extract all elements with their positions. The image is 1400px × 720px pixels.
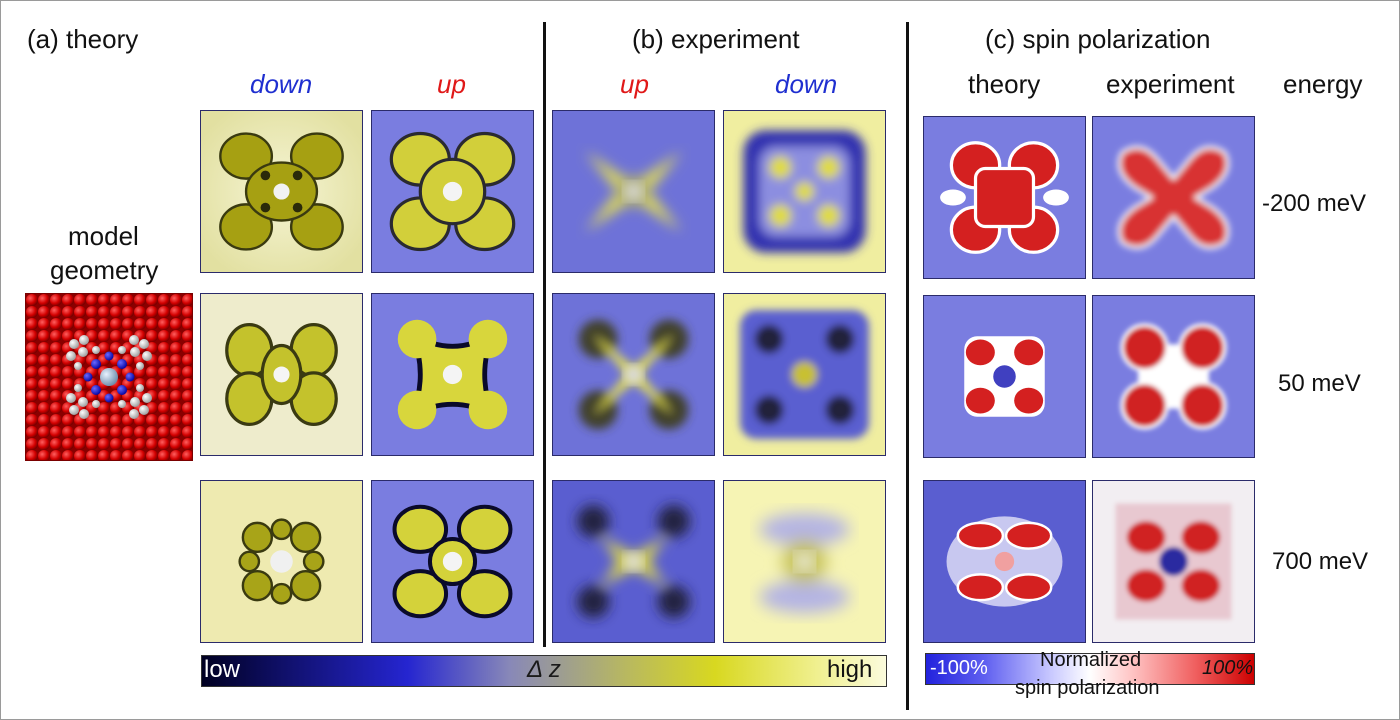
stm-map-b-down-200 [724, 111, 885, 272]
divider-ab [543, 22, 546, 647]
tile-c-experiment-200 [1092, 116, 1255, 279]
tile-a-down-700 [200, 480, 363, 643]
spin-label-a-down: down [250, 69, 313, 99]
tile-c-theory-200 [923, 116, 1086, 279]
column-label-experiment: experiment [1106, 69, 1235, 99]
tile-b-down-200 [723, 110, 886, 273]
energy-label-row1: -200 meV [1262, 190, 1367, 217]
tile-b-up-50 [552, 293, 715, 456]
stm-map-a-down-200 [201, 111, 362, 272]
tile-a-up-50 [371, 293, 534, 456]
spin-label-b-down: down [775, 69, 838, 99]
tile-c-theory-700 [923, 480, 1086, 643]
stm-map-a-down-50 [201, 294, 362, 455]
tile-a-up-200 [371, 110, 534, 273]
colorbar-spin: -100% 100% [925, 653, 1255, 685]
colorbar-spin-min: -100% [930, 657, 988, 679]
stm-map-b-up-200 [553, 111, 714, 272]
spin-map-c-experiment-200 [1093, 117, 1254, 278]
stm-map-a-up-200 [372, 111, 533, 272]
colorbar-dz-label: Δ z [527, 656, 561, 683]
divider-bc [906, 22, 909, 710]
model-label-line2: geometry [50, 255, 159, 285]
tile-c-theory-50 [923, 295, 1086, 458]
panel-c-title: (c) spin polarization [985, 24, 1211, 54]
spin-map-c-experiment-700 [1093, 481, 1254, 642]
tile-c-experiment-50 [1092, 295, 1255, 458]
colorbar-dz-low: low [204, 656, 241, 683]
stm-map-a-up-50 [372, 294, 533, 455]
model-geometry-svg [26, 294, 192, 460]
tile-a-up-700 [371, 480, 534, 643]
spin-map-c-theory-700 [924, 481, 1085, 642]
tile-a-down-50 [200, 293, 363, 456]
tile-a-down-200 [200, 110, 363, 273]
column-label-theory: theory [968, 69, 1041, 99]
spin-label-b-up: up [620, 69, 649, 99]
stm-map-a-up-700 [372, 481, 533, 642]
panel-b-title: (b) experiment [632, 24, 800, 54]
stm-map-b-up-700 [553, 481, 714, 642]
stm-map-b-down-50 [724, 294, 885, 455]
model-label-line1: model [68, 221, 139, 251]
column-label-energy: energy [1283, 69, 1363, 99]
colorbar-dz: low Δ z high [201, 655, 887, 687]
tile-b-down-50 [723, 293, 886, 456]
spin-map-c-theory-200 [924, 117, 1085, 278]
spin-map-c-theory-50 [924, 296, 1085, 457]
stm-map-b-down-700 [724, 481, 885, 642]
colorbar-spin-label-line1: Normalized [1040, 649, 1142, 671]
colorbar-spin-max: 100% [1202, 657, 1254, 679]
stm-map-a-down-700 [201, 481, 362, 642]
tile-b-up-700 [552, 480, 715, 643]
energy-label-row3: 700 meV [1272, 548, 1369, 575]
panel-a-title: (a) theory [27, 24, 139, 54]
stm-map-b-up-50 [553, 294, 714, 455]
energy-label-row2: 50 meV [1278, 370, 1361, 397]
model-geometry-image [25, 293, 193, 461]
spin-map-c-experiment-50 [1093, 296, 1254, 457]
spin-label-a-up: up [437, 69, 466, 99]
colorbar-spin-label-line2: spin polarization [1015, 677, 1160, 699]
tile-b-up-200 [552, 110, 715, 273]
tile-c-experiment-700 [1092, 480, 1255, 643]
colorbar-dz-high: high [827, 656, 873, 683]
tile-b-down-700 [723, 480, 886, 643]
